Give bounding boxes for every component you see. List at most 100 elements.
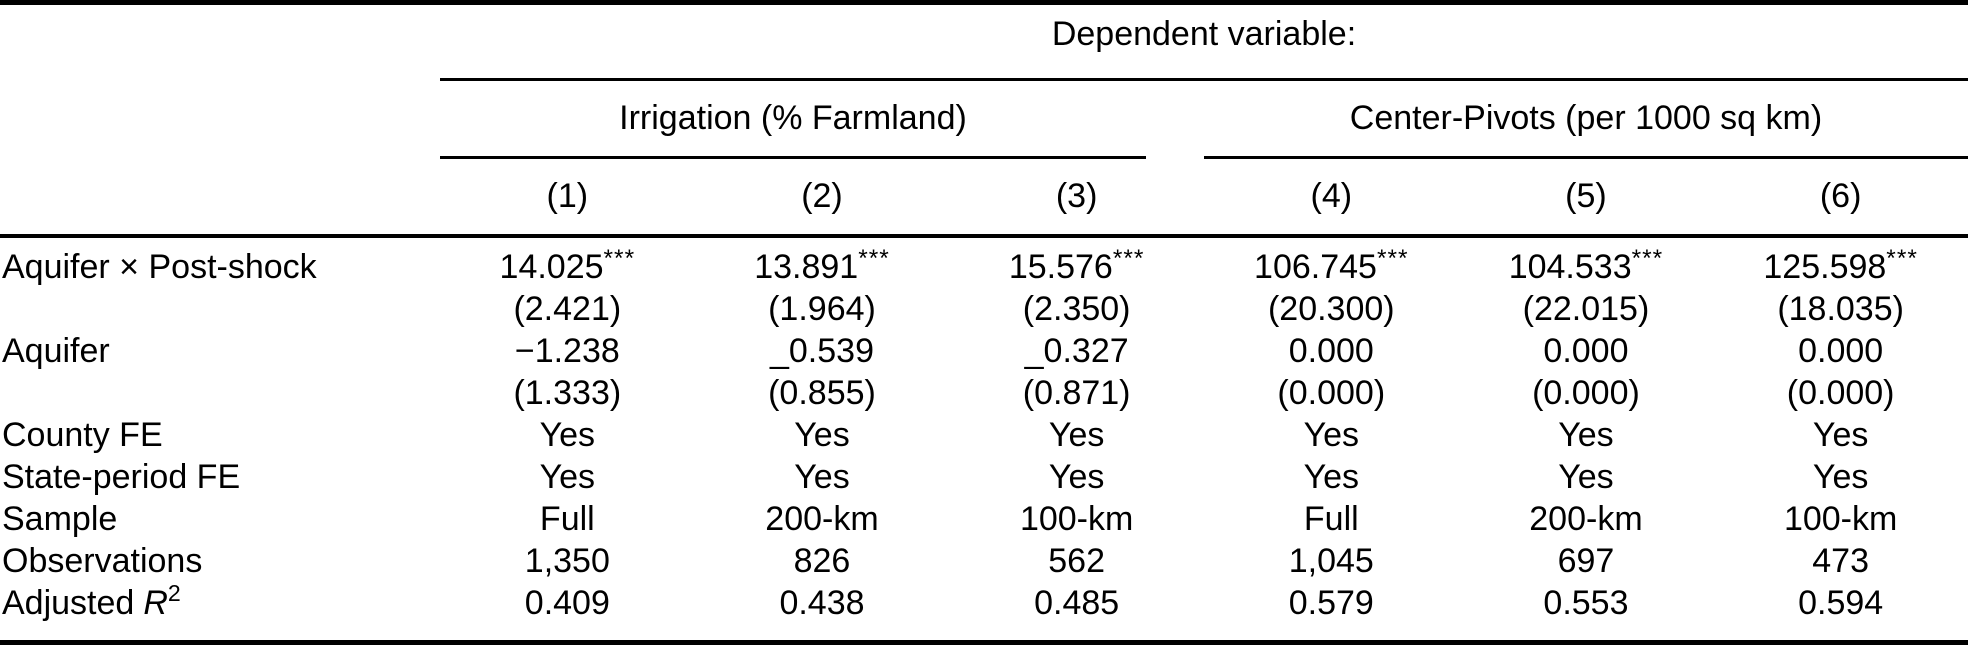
table-cell: 562	[1048, 541, 1105, 580]
row-label: Adjusted R2	[0, 580, 440, 646]
coefficient-cell: 15.576***	[949, 236, 1204, 288]
table-cell: 0.553	[1458, 582, 1714, 646]
table-cell: Yes	[539, 457, 596, 496]
table-cell: 200-km	[1529, 499, 1643, 538]
coefficient-value: 125.598	[1763, 247, 1887, 286]
coefficient-cell: 125.598***	[1713, 236, 1968, 288]
table-cell: 1,350	[524, 541, 610, 580]
table-cell: 1,045	[1288, 541, 1374, 580]
dependent-variable-cell: Dependent variable:	[440, 2, 1968, 82]
row-label: State-period FE	[2, 457, 241, 496]
coefficient-value: 15.576	[1008, 247, 1113, 286]
coefficient-cell: 0.000	[1288, 331, 1374, 370]
coefficient-cell: _0.327	[1024, 331, 1129, 370]
coefficient-cell: 14.025***	[440, 236, 695, 288]
significance-stars: ***	[858, 244, 890, 272]
table-cell: 0.485	[949, 582, 1204, 646]
coefficient-value: 104.533	[1508, 247, 1632, 286]
dependent-variable-label: Dependent variable:	[1051, 15, 1357, 53]
table-cell: Yes	[794, 415, 850, 454]
coefficient-cell: 0.000	[1543, 331, 1629, 370]
table-cell: 0.409	[440, 582, 695, 646]
table-cell: 697	[1557, 541, 1615, 580]
group-cell-irrigation: Irrigation (% Farmland)	[440, 80, 1204, 160]
row-label: County FE	[2, 415, 163, 454]
standard-error-cell: (22.015)	[1522, 289, 1650, 328]
coefficient-cell: _0.539	[769, 331, 874, 370]
column-number-5: (5)	[1458, 159, 1714, 239]
table-row-county-fe: County FE Yes Yes Yes Yes Yes Yes	[0, 414, 1968, 456]
table-cell: Yes	[1303, 415, 1360, 454]
table-row-coefficient: Aquifer −1.238 _0.539 _0.327 0.000 0.000…	[0, 330, 1968, 372]
r-superscript: 2	[167, 580, 181, 607]
table-row-coefficient: Aquifer × Post-shock 14.025*** 13.891***…	[0, 236, 1968, 288]
table-cell: Full	[1303, 499, 1359, 538]
table-cell: 473	[1812, 541, 1869, 580]
standard-error-cell: (0.000)	[1786, 373, 1895, 412]
table-cell: 826	[793, 541, 851, 580]
table-row-standard-errors: (2.421) (1.964) (2.350) (20.300) (22.015…	[0, 288, 1968, 330]
coefficient-cell: 13.891***	[695, 236, 950, 288]
table-cell: 200-km	[765, 499, 879, 538]
table-cell: Yes	[1048, 457, 1105, 496]
group-header-center-pivots: Center-Pivots (per 1000 sq km)	[1203, 99, 1968, 160]
table-row-sample: Sample Full 200-km 100-km Full 200-km 10…	[0, 498, 1968, 540]
coefficient-value: 106.745	[1254, 247, 1377, 286]
table-cell: 0.438	[694, 582, 950, 646]
group-header-irrigation: Irrigation (% Farmland)	[440, 99, 1146, 160]
significance-stars: ***	[1886, 244, 1918, 272]
standard-error-cell: (18.035)	[1777, 289, 1904, 328]
dependent-variable-row: Dependent variable:	[0, 2, 1968, 82]
table-cell: Yes	[1303, 457, 1360, 496]
column-number-4: (4)	[1203, 159, 1459, 239]
table-cell: Yes	[1812, 457, 1869, 496]
standard-error-cell: (20.300)	[1267, 289, 1395, 328]
standard-error-cell: (0.871)	[1022, 373, 1131, 412]
column-number-2: (2)	[694, 159, 950, 239]
table-cell: Yes	[1558, 415, 1614, 454]
coefficient-cell: −1.238	[514, 331, 620, 370]
group-cell-center-pivots: Center-Pivots (per 1000 sq km)	[1203, 80, 1968, 160]
row-label: Aquifer	[2, 331, 110, 370]
stub-cell	[0, 3, 440, 80]
table-cell: 100-km	[1019, 499, 1134, 538]
table-row-state-period-fe: State-period FE Yes Yes Yes Yes Yes Yes	[0, 456, 1968, 498]
standard-error-cell: (0.000)	[1277, 373, 1386, 412]
standard-error-cell: (0.855)	[768, 373, 876, 412]
table-cell: Yes	[1048, 415, 1105, 454]
table-cell: 0.579	[1203, 582, 1459, 646]
column-number-row: (1) (2) (3) (4) (5) (6)	[0, 159, 1968, 239]
coefficient-cell: 106.745***	[1204, 236, 1459, 288]
coefficient-value: 14.025	[499, 247, 604, 286]
significance-stars: ***	[603, 244, 636, 272]
table-row-observations: Observations 1,350 826 562 1,045 697 473	[0, 540, 1968, 582]
table-cell: 0.594	[1713, 582, 1968, 646]
standard-error-cell: (2.421)	[513, 289, 622, 328]
table-cell: Yes	[539, 415, 596, 454]
significance-stars: ***	[1112, 244, 1145, 272]
row-label	[0, 288, 440, 330]
table-cell: Full	[539, 499, 595, 538]
significance-stars: ***	[1376, 244, 1409, 272]
table-row-adjusted-r2: Adjusted R2 0.409 0.438 0.485 0.579 0.553…	[0, 580, 1968, 646]
standard-error-cell: (2.350)	[1022, 289, 1131, 328]
table-cell: 100-km	[1783, 499, 1898, 538]
table-cell: Yes	[1812, 415, 1869, 454]
column-number-6: (6)	[1713, 159, 1968, 239]
row-label	[0, 372, 440, 414]
coefficient-cell: 104.533***	[1459, 236, 1714, 288]
table-cell: Yes	[794, 457, 850, 496]
column-number-3: (3)	[949, 159, 1204, 239]
standard-error-cell: (1.333)	[513, 373, 622, 412]
standard-error-cell: (0.000)	[1532, 373, 1640, 412]
row-label: Observations	[2, 541, 203, 580]
standard-error-cell: (1.964)	[768, 289, 876, 328]
table-row-standard-errors: (1.333) (0.855) (0.871) (0.000) (0.000) …	[0, 372, 1968, 414]
table-cell: Yes	[1558, 457, 1614, 496]
coefficient-value: 13.891	[754, 247, 859, 286]
row-label: Sample	[2, 499, 118, 538]
coefficient-cell: 0.000	[1798, 331, 1884, 370]
r-symbol: R	[143, 583, 168, 622]
